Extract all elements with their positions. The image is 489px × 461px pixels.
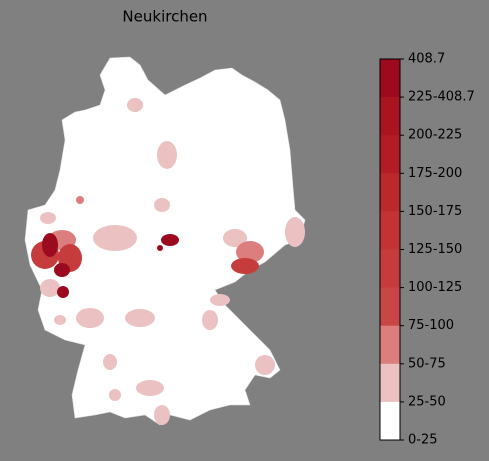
map-title: Neukirchen [122, 8, 207, 26]
colorbar-label: 25-50 [408, 394, 446, 409]
colorbar-label: 225-408.7 [408, 90, 475, 105]
colorbar-segment [380, 363, 400, 403]
germany-map [24, 56, 306, 426]
colorbar-segment [380, 59, 400, 98]
colorbar-segment [380, 97, 400, 136]
low-regions [40, 98, 305, 425]
colorbar-label: 408.7 [408, 52, 445, 67]
colorbar-segment [380, 401, 400, 441]
colorbar-segment [380, 211, 400, 250]
colorbar-segment [380, 325, 400, 365]
colorbar-label: 175-200 [408, 166, 462, 181]
top-regions [42, 233, 179, 298]
colorbar-label: 0-25 [408, 433, 438, 448]
colorbar-label: 75-100 [408, 318, 454, 333]
colorbar-label: 200-225 [408, 128, 462, 143]
colorbar-segment [380, 287, 400, 326]
colorbar-segment [380, 249, 400, 288]
colorbar-label: 150-175 [408, 204, 462, 219]
colorbar-segment [380, 173, 400, 212]
colorbar-segment [380, 135, 400, 174]
colorbar: 408.7 225-408.7 200-225 175-200 150-175 125-1… [379, 52, 475, 448]
colorbar-label: 50-75 [408, 356, 446, 371]
colorbar-label: 100-125 [408, 280, 462, 295]
colorbar-label: 125-150 [408, 242, 462, 257]
